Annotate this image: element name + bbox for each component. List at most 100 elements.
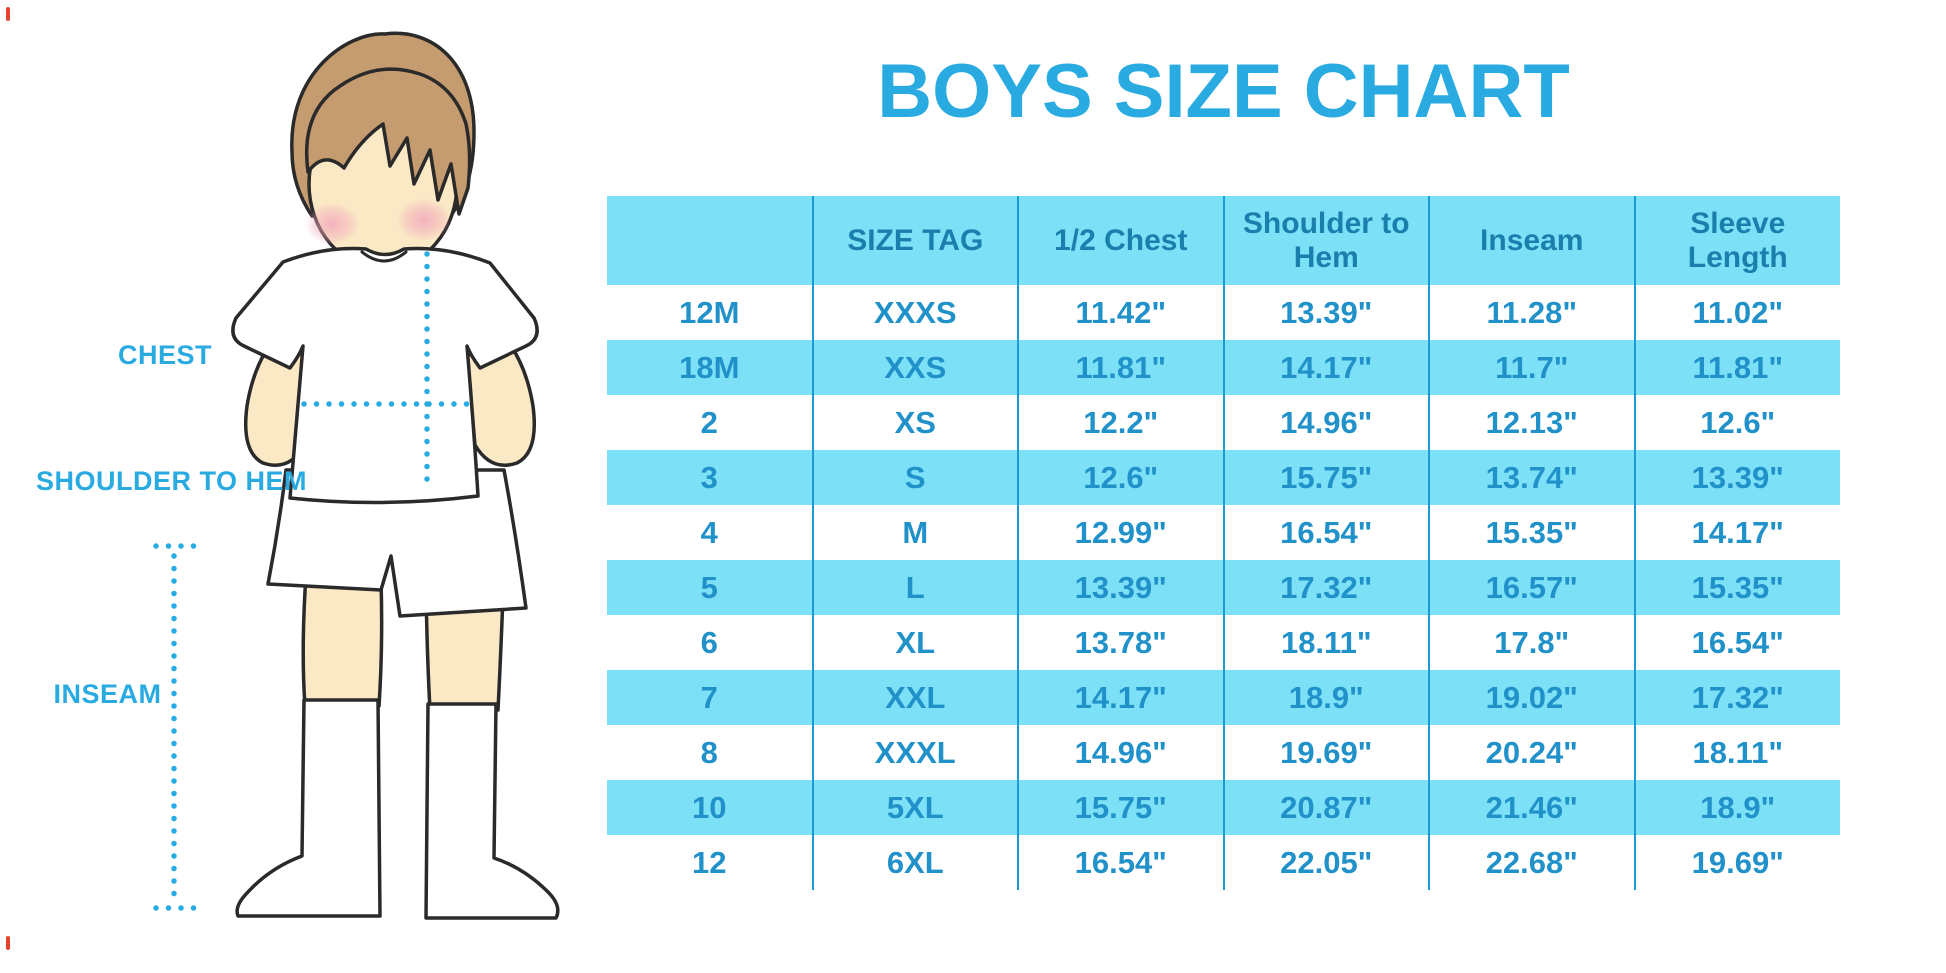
value-cell: 15.35"	[1428, 505, 1635, 560]
table-row: 7 XXL 14.17" 18.9" 19.02" 17.32"	[607, 670, 1840, 725]
value-cell: 11.81"	[1633, 340, 1840, 395]
value-cell: XXS	[811, 340, 1018, 395]
chest-label: CHEST	[117, 340, 212, 370]
value-cell: 13.39"	[1633, 450, 1840, 505]
boy-blush-left	[305, 203, 359, 245]
value-cell: XXL	[811, 670, 1018, 725]
size-cell: 6	[700, 624, 718, 660]
size-table-header: SIZE TAG 1/2 Chest Shoulder to Hem Insea…	[607, 196, 1840, 285]
boy-shorts	[266, 468, 528, 618]
boy-illustration	[153, 31, 560, 920]
value-cell: 19.02"	[1428, 670, 1635, 725]
value-cell: 12.6"	[1633, 395, 1840, 450]
col-header-size	[607, 196, 813, 285]
value-cell: 20.24"	[1428, 725, 1635, 780]
value-cell: 20.87"	[1222, 780, 1429, 835]
table-row: 5 L 13.39" 17.32" 16.57" 15.35"	[607, 560, 1840, 615]
value-cell: 18.11"	[1633, 725, 1840, 780]
value-cell: 11.81"	[1017, 340, 1224, 395]
boy-blush-right	[397, 199, 451, 241]
value-cell: 16.57"	[1428, 560, 1635, 615]
table-row: 12 6XL 16.54" 22.05" 22.68" 19.69"	[607, 835, 1840, 890]
value-cell: 14.96"	[1222, 395, 1429, 450]
col-header-shoulder-to-hem: Shoulder to Hem	[1222, 196, 1429, 285]
value-cell: 18.9"	[1633, 780, 1840, 835]
page-title: BOYS SIZE CHART	[877, 49, 1570, 134]
value-cell: L	[811, 560, 1018, 615]
size-cell: 12M	[679, 294, 740, 330]
size-table: SIZE TAG 1/2 Chest Shoulder to Hem Insea…	[607, 196, 1840, 890]
shoulder-to-hem-label: SHOULDER TO HEM	[36, 466, 308, 496]
size-table-body: 12M XXXS 11.42" 13.39" 11.28" 11.02" 18M XXS 11.…	[607, 285, 1840, 890]
size-cell: 2	[700, 404, 718, 440]
value-cell: 14.17"	[1222, 340, 1429, 395]
value-cell: M	[811, 505, 1018, 560]
header-row: SIZE TAG 1/2 Chest Shoulder to Hem Insea…	[607, 196, 1840, 285]
red-edge-mark-bottom	[6, 936, 10, 950]
value-cell: 13.78"	[1017, 615, 1224, 670]
value-cell: 16.54"	[1633, 615, 1840, 670]
table-row: 4 M 12.99" 16.54" 15.35" 14.17"	[607, 505, 1840, 560]
value-cell: S	[811, 450, 1018, 505]
value-cell: 12.2"	[1017, 395, 1224, 450]
value-cell: 13.39"	[1222, 285, 1429, 340]
value-cell: 6XL	[811, 835, 1018, 890]
table-row: 18M XXS 11.81" 14.17" 11.7" 11.81"	[607, 340, 1840, 395]
value-cell: 12.6"	[1017, 450, 1224, 505]
value-cell: XXXL	[811, 725, 1018, 780]
value-cell: 19.69"	[1222, 725, 1429, 780]
boy-tshirt	[231, 246, 539, 505]
value-cell: 16.54"	[1017, 835, 1224, 890]
boy-hair-fringe	[304, 67, 472, 216]
value-cell: XS	[811, 395, 1018, 450]
value-cell: 17.32"	[1633, 670, 1840, 725]
red-edge-mark-top	[6, 7, 10, 21]
value-cell: XXXS	[811, 285, 1018, 340]
value-cell: 18.11"	[1222, 615, 1429, 670]
value-cell: 15.75"	[1222, 450, 1429, 505]
value-cell: 14.17"	[1017, 670, 1224, 725]
value-cell: 5XL	[811, 780, 1018, 835]
value-cell: 14.96"	[1017, 725, 1224, 780]
value-cell: 15.35"	[1633, 560, 1840, 615]
value-cell: 12.13"	[1428, 395, 1635, 450]
table-row: 6 XL 13.78" 18.11" 17.8" 16.54"	[607, 615, 1840, 670]
value-cell: 11.02"	[1633, 285, 1840, 340]
table-row: 10 5XL 15.75" 20.87" 21.46" 18.9"	[607, 780, 1840, 835]
value-cell: 17.8"	[1428, 615, 1635, 670]
size-cell: 7	[607, 670, 813, 725]
value-cell: 21.46"	[1428, 780, 1635, 835]
value-cell: 11.28"	[1428, 285, 1635, 340]
value-cell: 18.9"	[1222, 670, 1429, 725]
size-cell: 18M	[607, 340, 813, 395]
col-header-sleeve-length: Sleeve Length	[1633, 196, 1840, 285]
size-cell: 4	[700, 514, 718, 550]
col-header-inseam: Inseam	[1428, 196, 1635, 285]
value-cell: 22.05"	[1222, 835, 1429, 890]
value-cell: 22.68"	[1428, 835, 1635, 890]
boy-leg-left	[301, 573, 384, 708]
table-row: 2 XS 12.2" 14.96" 12.13" 12.6"	[607, 395, 1840, 450]
value-cell: XL	[811, 615, 1018, 670]
size-cell: 5	[607, 560, 813, 615]
size-cell: 10	[607, 780, 813, 835]
value-cell: 12.99"	[1017, 505, 1224, 560]
value-cell: 11.7"	[1428, 340, 1635, 395]
value-cell: 13.74"	[1428, 450, 1635, 505]
col-header-size-tag: SIZE TAG	[811, 196, 1018, 285]
value-cell: 15.75"	[1017, 780, 1224, 835]
value-cell: 17.32"	[1222, 560, 1429, 615]
size-cell: 12	[692, 844, 727, 880]
table-row: 8 XXXL 14.96" 19.69" 20.24" 18.11"	[607, 725, 1840, 780]
size-cell: 3	[607, 450, 813, 505]
size-cell: 8	[700, 734, 718, 770]
boy-sock-right	[424, 702, 560, 920]
value-cell: 11.42"	[1017, 285, 1224, 340]
table-row: 3 S 12.6" 15.75" 13.74" 13.39"	[607, 450, 1840, 505]
value-cell: 14.17"	[1633, 505, 1840, 560]
value-cell: 16.54"	[1222, 505, 1429, 560]
boy-collar-line	[360, 250, 408, 263]
table-row: 12M XXXS 11.42" 13.39" 11.28" 11.02"	[607, 285, 1840, 340]
value-cell: 13.39"	[1017, 560, 1224, 615]
